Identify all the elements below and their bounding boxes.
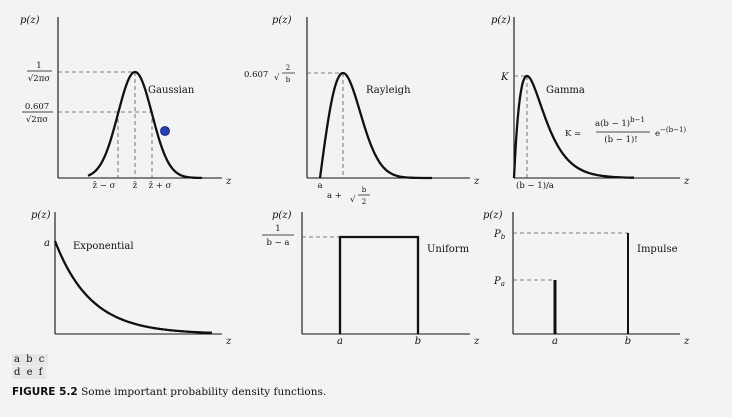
exponential-name: Exponential bbox=[73, 241, 134, 252]
panel-uniform: p(z) z 1 b − a Uniform a b bbox=[262, 210, 480, 347]
impulse-x-label: z bbox=[683, 336, 690, 347]
panel-impulse: p(z) z Pb Pa Impulse a b bbox=[483, 210, 690, 347]
gamma-formula-num: a(b − 1)b−1 bbox=[595, 116, 645, 129]
gamma-formula-exp: e−(b−1) bbox=[655, 126, 686, 139]
gaussian-x-label: z bbox=[225, 176, 232, 187]
impulse-tick-b: b bbox=[625, 336, 631, 347]
rayleigh-name: Rayleigh bbox=[366, 85, 411, 96]
gaussian-tick-left: z̄ − σ bbox=[93, 181, 116, 191]
gaussian-mid-den: √2πσ bbox=[26, 115, 48, 125]
exponential-peak-label: a bbox=[44, 238, 50, 249]
gaussian-peak-den: √2πσ bbox=[28, 74, 50, 84]
cursor-marker-dot bbox=[160, 126, 170, 136]
impulse-y-label: p(z) bbox=[483, 210, 503, 221]
rayleigh-sqrt-sign: √ bbox=[274, 73, 280, 83]
gamma-formula-lhs: K = bbox=[565, 129, 581, 139]
gaussian-curve bbox=[87, 70, 203, 180]
rayleigh-x-label: z bbox=[473, 176, 480, 187]
rayleigh-tick-mode-prefix: a + bbox=[327, 191, 342, 201]
gaussian-peak-num: 1 bbox=[36, 61, 41, 71]
gaussian-name: Gaussian bbox=[148, 85, 195, 96]
gamma-curve bbox=[512, 74, 634, 179]
gaussian-y-label: p(z) bbox=[20, 15, 40, 26]
gamma-x-label: z bbox=[683, 176, 690, 187]
exponential-x-label: z bbox=[225, 336, 232, 347]
rayleigh-tick-mode-num: b bbox=[362, 186, 367, 194]
gamma-formula-den: (b − 1)! bbox=[604, 134, 637, 145]
exponential-curve bbox=[53, 240, 212, 334]
gamma-y-label: p(z) bbox=[491, 15, 511, 26]
gaussian-tick-right: z̄ + σ bbox=[149, 181, 172, 191]
rayleigh-peak-num: 2 bbox=[286, 64, 290, 72]
impulse-name: Impulse bbox=[637, 244, 678, 255]
rayleigh-peak-den: b bbox=[286, 76, 291, 84]
impulse-pa-label: Pa bbox=[493, 276, 505, 288]
uniform-height-den: b − a bbox=[266, 238, 289, 248]
rayleigh-tick-a: a bbox=[317, 181, 322, 191]
figure-caption-text: Some important probability density funct… bbox=[81, 386, 327, 398]
figure-number: FIGURE 5.2 bbox=[12, 386, 78, 398]
panel-gaussian: p(z) z Gaussian 1 √2πσ 0.607 √2πσ z̄ − σ… bbox=[20, 15, 232, 191]
rayleigh-y-label: p(z) bbox=[272, 15, 292, 26]
uniform-y-label: p(z) bbox=[272, 210, 292, 221]
panel-exponential: p(z) z a Exponential bbox=[31, 210, 232, 347]
exponential-y-label: p(z) bbox=[31, 210, 51, 221]
panel-gamma: p(z) z K Gamma K = a(b − 1)b−1 (b − 1)! … bbox=[491, 15, 690, 191]
uniform-name: Uniform bbox=[427, 244, 470, 255]
figure-caption: FIGURE 5.2 Some important probability de… bbox=[12, 386, 326, 398]
gaussian-tick-center: z̄ bbox=[133, 181, 138, 191]
gamma-peak-label: K bbox=[500, 72, 509, 83]
uniform-tick-a: a bbox=[337, 336, 343, 347]
uniform-tick-b: b bbox=[415, 336, 421, 347]
subfigure-labels-row2: d e f bbox=[12, 367, 46, 379]
gamma-name: Gamma bbox=[546, 85, 585, 96]
gaussian-mid-num: 0.607 bbox=[25, 102, 49, 112]
uniform-x-label: z bbox=[473, 336, 480, 347]
impulse-pb-label: Pb bbox=[493, 229, 506, 241]
rayleigh-tick-mode-den: 2 bbox=[362, 198, 366, 206]
panel-rayleigh: p(z) z Rayleigh 0.607 √ 2 b a a + √ b 2 bbox=[244, 15, 480, 206]
uniform-curve bbox=[338, 235, 420, 334]
rayleigh-curve bbox=[318, 71, 432, 180]
uniform-height-num: 1 bbox=[275, 224, 280, 234]
impulse-tick-a: a bbox=[552, 336, 558, 347]
rayleigh-tick-sqrt: √ bbox=[350, 195, 356, 205]
subfigure-labels-row1: a b c bbox=[12, 354, 48, 366]
gamma-tick-mode: (b − 1)/a bbox=[516, 180, 554, 191]
rayleigh-peak-coef: 0.607 bbox=[244, 70, 268, 80]
